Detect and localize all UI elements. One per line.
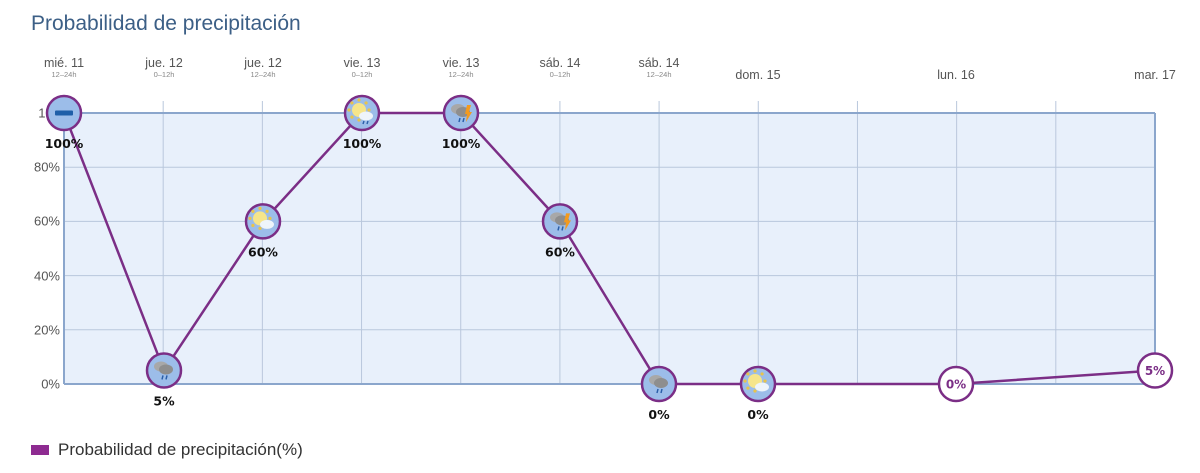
data-point-marker[interactable]: 100% — [442, 94, 481, 151]
data-label: 0% — [946, 378, 966, 392]
rain-cloud-icon — [649, 375, 668, 394]
rain-cloud-icon — [154, 361, 173, 380]
x-axis-label: vie. 13 0–12h — [343, 56, 381, 79]
y-axis-label: 20% — [33, 322, 60, 338]
x-axis-label: dom. 15 — [735, 68, 781, 82]
data-label: 100% — [343, 136, 382, 151]
x-axis-label: mié. 11 12–24h — [43, 56, 85, 79]
data-label: 0% — [648, 407, 670, 422]
y-axis-label: 0% — [41, 376, 60, 392]
dash-icon — [55, 110, 73, 116]
data-label: 100% — [45, 136, 84, 151]
data-point-marker[interactable]: 0% — [937, 365, 975, 403]
y-axis-label: 40% — [33, 268, 60, 284]
x-axis-label: jue. 12 0–12h — [145, 56, 183, 79]
x-axis-label: jue. 12 12–24h — [244, 56, 282, 79]
x-axis-label: vie. 13 12–24h — [442, 56, 480, 79]
data-label: 0% — [747, 407, 769, 422]
legend-item[interactable]: Probabilidad de precipitación(%) — [31, 440, 303, 460]
legend-swatch — [31, 445, 49, 455]
y-axis-label: 80% — [33, 159, 60, 175]
storm-icon — [451, 104, 472, 123]
data-label: 60% — [545, 244, 575, 259]
y-axis-label: 60% — [33, 213, 60, 229]
x-axis-label: sáb. 14 0–12h — [539, 56, 581, 79]
x-axis-label: mar. 17 — [1134, 68, 1176, 82]
storm-icon — [550, 212, 571, 231]
data-label: 5% — [153, 393, 175, 408]
sun-rain-icon — [347, 98, 373, 125]
chart-title: Probabilidad de precipitación — [31, 12, 301, 35]
data-point-marker[interactable]: 5% — [145, 352, 183, 408]
data-point-marker[interactable]: 100% — [45, 94, 84, 151]
sun-cloud-icon — [248, 206, 274, 230]
data-label: 5% — [1145, 364, 1165, 378]
data-point-marker[interactable]: 0% — [640, 365, 678, 422]
data-point-marker[interactable]: 5% — [1136, 352, 1174, 389]
legend-label: Probabilidad de precipitación(%) — [58, 440, 303, 459]
x-axis-label: sáb. 14 12–24h — [638, 56, 680, 79]
data-point-marker[interactable]: 0% — [739, 365, 777, 422]
data-label: 100% — [442, 136, 481, 151]
data-point-marker[interactable]: 100% — [343, 94, 382, 151]
data-label: 60% — [248, 244, 278, 259]
sun-cloud-icon — [743, 369, 769, 393]
x-axis-label: lun. 16 — [937, 68, 975, 82]
data-point-marker[interactable]: 60% — [541, 203, 579, 259]
data-point-marker[interactable]: 60% — [244, 203, 282, 259]
